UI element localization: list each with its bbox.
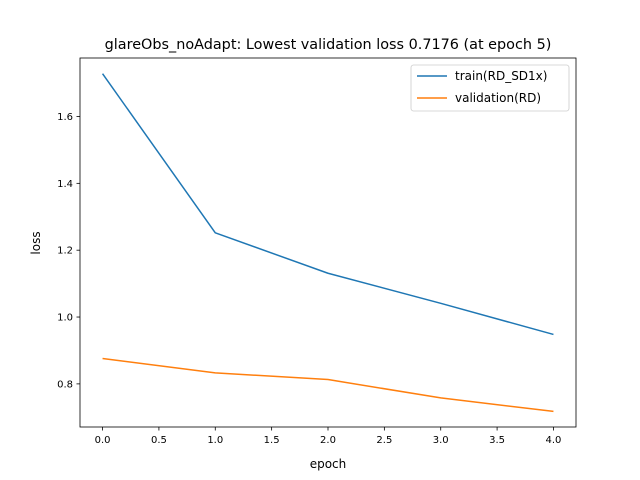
y-axis-label: loss [29,231,43,254]
chart-title: glareObs_noAdapt: Lowest validation loss… [105,37,552,53]
x-tick-label: 2.0 [320,435,336,446]
y-tick-label: 1.0 [57,313,73,324]
series-line-0 [101,73,554,336]
x-tick-label: 1.5 [264,435,280,446]
plot-lines [101,73,554,413]
legend-label-1: validation(RD) [455,91,541,105]
y-tick-label: 1.2 [57,246,73,257]
x-tick-label: 1.0 [207,435,223,446]
series-line-1 [102,357,554,413]
x-tick-label: 2.5 [376,435,392,446]
x-tick-label: 0.5 [151,435,167,446]
x-tick-label: 4.0 [546,435,562,446]
y-tick-label: 1.4 [57,179,73,190]
x-tick-label: 3.0 [433,435,449,446]
x-tick-label: 0.0 [95,435,111,446]
x-axis-label: epoch [310,457,347,471]
x-axis-ticks: 0.0 0.5 1.0 1.5 2.0 2.5 3.0 3.5 4.0 [95,427,562,446]
y-tick-label: 1.6 [57,112,73,123]
legend: train(RD_SD1x) validation(RD) [410,64,570,112]
y-axis-ticks: 0.8 1.0 1.2 1.4 1.6 [57,112,80,390]
y-tick-label: 0.8 [57,379,73,390]
x-tick-label: 3.5 [489,435,505,446]
plot-frame [79,57,577,428]
legend-box [410,64,570,112]
legend-label-0: train(RD_SD1x) [455,69,547,83]
